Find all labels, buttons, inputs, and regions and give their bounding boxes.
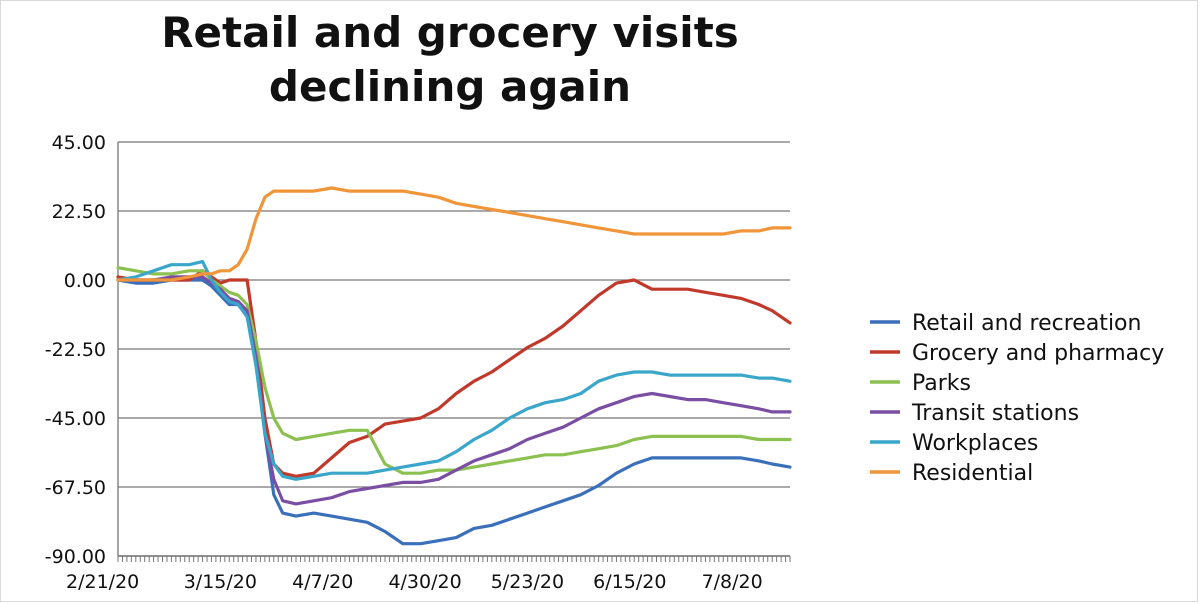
legend-label: Workplaces	[912, 431, 1038, 456]
legend-label: Residential	[912, 461, 1033, 486]
x-tick-label: 6/15/20	[593, 571, 666, 593]
x-tick-label: 4/7/20	[292, 571, 353, 593]
x-tick-label: 5/23/20	[491, 571, 564, 593]
series-line-grocery-and-pharmacy	[116, 269, 792, 478]
y-tick-label: -22.50	[45, 339, 106, 361]
series-line-residential	[116, 186, 792, 282]
x-tick-label: 7/8/20	[702, 571, 763, 593]
legend-label: Transit stations	[911, 401, 1079, 426]
series-line-transit-stations	[116, 275, 792, 506]
x-tick-label: 3/15/20	[184, 571, 257, 593]
legend-label: Parks	[912, 371, 971, 396]
series-line-parks	[116, 266, 792, 475]
y-tick-label: 22.50	[52, 201, 106, 223]
chart-title: Retail and grocery visits declining agai…	[30, 6, 870, 114]
y-tick-label: 45.00	[52, 132, 106, 154]
chart-title-line-2: declining again	[268, 62, 632, 111]
x-tick-label: 4/30/20	[388, 571, 461, 593]
chart-title-line-1: Retail and grocery visits	[161, 8, 739, 57]
legend-label: Retail and recreation	[912, 311, 1141, 336]
series-line-retail-and-recreation	[116, 278, 792, 546]
legend-label: Grocery and pharmacy	[912, 341, 1164, 366]
y-tick-label: 0.00	[64, 270, 106, 292]
series-line-workplaces	[116, 260, 792, 481]
y-tick-label: -90.00	[45, 546, 106, 568]
x-tick-label: 2/21/20	[66, 571, 139, 593]
y-tick-label: -45.00	[45, 408, 106, 430]
y-tick-label: -67.50	[45, 477, 106, 499]
